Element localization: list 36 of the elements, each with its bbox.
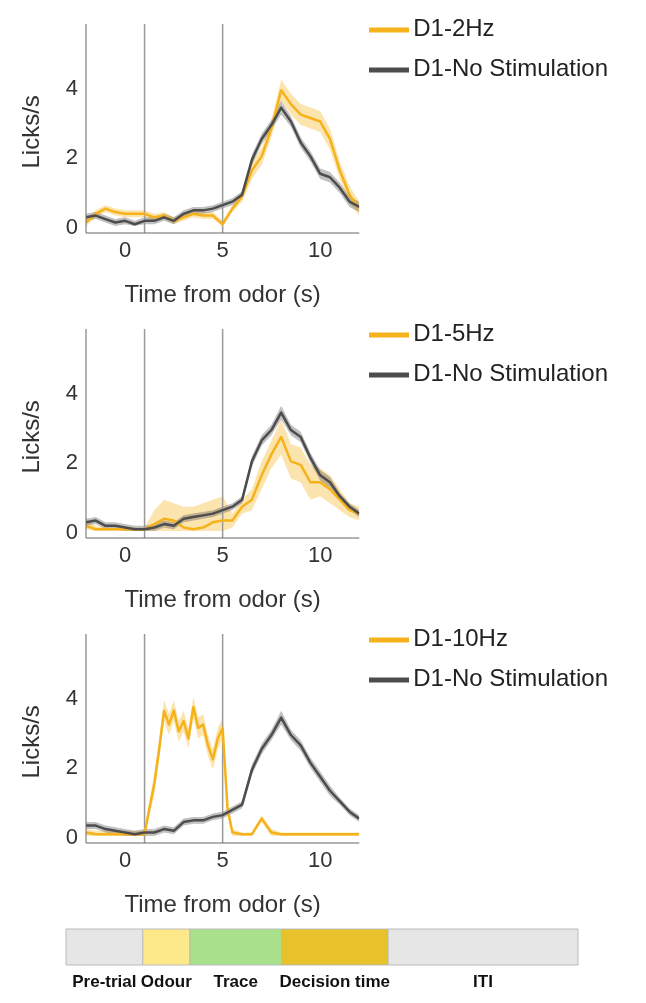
y-tick-label: 0	[65, 213, 78, 239]
series-label: ITI	[473, 972, 493, 991]
x-tick-label: 10	[307, 541, 333, 567]
y-axis-title: Licks/s	[16, 95, 44, 169]
x-tick-label: 10	[307, 236, 333, 262]
x-axis-title: Time from odor (s)	[124, 585, 321, 613]
x-tick-label: 5	[216, 236, 229, 262]
x-tick-label: 5	[216, 846, 229, 872]
legend-label: D1-No Stimulation	[413, 359, 608, 387]
legend-label: D1-No Stimulation	[413, 54, 608, 82]
legend-label: D1-No Stimulation	[413, 664, 608, 692]
y-tick-label: 2	[65, 144, 78, 170]
x-tick-label: 0	[118, 846, 132, 872]
x-tick-label: 0	[118, 541, 132, 567]
y-tick-label: 2	[65, 754, 78, 780]
line-series	[86, 435, 360, 531]
x-axis-title: Time from odor (s)	[124, 890, 321, 918]
series-label: Pre-trial	[72, 972, 137, 991]
y-tick-label: 4	[65, 684, 78, 710]
y-tick-label: 4	[65, 379, 78, 405]
series-label: Trace	[213, 972, 258, 991]
x-axis-title: Time from odor (s)	[124, 280, 321, 308]
y-axis-title: Licks/s	[16, 400, 44, 474]
y-tick-label: 4	[65, 74, 78, 100]
legend-label: D1-2Hz	[413, 14, 495, 42]
x-tick-label: 10	[307, 846, 333, 872]
y-axis-title: Licks/s	[16, 705, 44, 779]
y-tick-label: 2	[65, 449, 78, 475]
x-tick-label: 0	[118, 236, 132, 262]
series-label: Decision time	[279, 972, 391, 991]
x-tick-label: 5	[216, 541, 229, 567]
legend-label: D1-5Hz	[413, 319, 495, 347]
y-tick-label: 0	[65, 518, 78, 544]
series-label: Odour	[140, 972, 193, 991]
legend-label: D1-10Hz	[413, 624, 508, 652]
y-tick-label: 0	[65, 823, 78, 849]
